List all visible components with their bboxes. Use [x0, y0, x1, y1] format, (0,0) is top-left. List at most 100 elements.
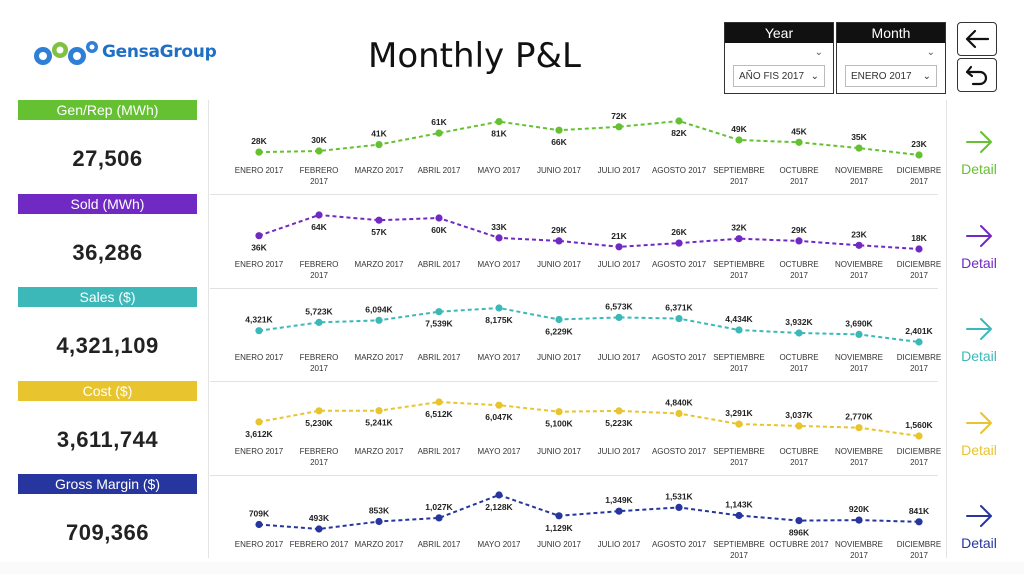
- data-point[interactable]: [315, 407, 323, 415]
- data-point[interactable]: [735, 326, 743, 334]
- data-label: 493K: [309, 513, 330, 523]
- chevron-down-icon[interactable]: ⌄: [814, 47, 823, 58]
- data-point[interactable]: [675, 409, 683, 418]
- x-tick-label: OCTUBRE 2017: [769, 540, 829, 549]
- detail-label: Detail: [961, 255, 997, 271]
- data-point[interactable]: [435, 398, 443, 406]
- data-point[interactable]: [915, 245, 923, 253]
- data-point[interactable]: [495, 304, 503, 312]
- reset-button[interactable]: [957, 58, 997, 92]
- chevron-down-icon[interactable]: ⌄: [922, 71, 931, 82]
- data-point[interactable]: [855, 330, 863, 338]
- data-point[interactable]: [915, 518, 923, 526]
- data-point[interactable]: [255, 148, 263, 156]
- data-point[interactable]: [795, 237, 803, 245]
- year-filter[interactable]: Year ⌄ AÑO FIS 2017 ⌄: [724, 22, 834, 94]
- chevron-down-icon[interactable]: ⌄: [926, 47, 935, 58]
- x-tick-label: OCTUBRE: [779, 166, 818, 175]
- data-point[interactable]: [315, 318, 323, 326]
- data-label: 1,143K: [725, 500, 753, 510]
- data-point[interactable]: [735, 420, 743, 428]
- x-tick-label: JULIO 2017: [598, 353, 641, 362]
- data-point[interactable]: [315, 525, 323, 533]
- data-point[interactable]: [795, 138, 803, 146]
- data-point[interactable]: [435, 129, 443, 137]
- month-select[interactable]: ENERO 2017 ⌄: [845, 65, 937, 87]
- data-label: 7,539K: [425, 319, 453, 329]
- data-point[interactable]: [495, 118, 503, 126]
- chevron-down-icon[interactable]: ⌄: [810, 71, 819, 82]
- x-tick-label: OCTUBRE: [779, 447, 818, 456]
- data-point[interactable]: [435, 214, 443, 222]
- data-point[interactable]: [375, 316, 383, 324]
- data-point[interactable]: [555, 512, 563, 520]
- data-point[interactable]: [255, 232, 263, 240]
- data-point[interactable]: [555, 237, 563, 245]
- x-tick-label: FEBRERO: [300, 260, 339, 269]
- x-tick-label: MAYO 2017: [478, 353, 522, 362]
- month-filter[interactable]: Month ⌄ ENERO 2017 ⌄: [836, 22, 946, 94]
- data-point[interactable]: [675, 315, 683, 323]
- data-point[interactable]: [615, 123, 623, 131]
- data-point[interactable]: [615, 313, 623, 321]
- data-point[interactable]: [675, 503, 683, 511]
- data-point[interactable]: [375, 517, 383, 526]
- data-point[interactable]: [495, 401, 503, 409]
- data-point[interactable]: [675, 117, 683, 125]
- detail-button[interactable]: Detail: [952, 504, 1006, 551]
- detail-button[interactable]: Detail: [952, 411, 1006, 458]
- kpi-label: Sold (MWh): [18, 194, 197, 214]
- x-tick-label: NOVIEMBRE: [835, 260, 883, 269]
- data-point[interactable]: [255, 418, 263, 426]
- data-point[interactable]: [855, 516, 863, 524]
- data-point[interactable]: [315, 147, 323, 155]
- data-point[interactable]: [555, 408, 563, 416]
- data-point[interactable]: [495, 234, 503, 242]
- data-point[interactable]: [435, 514, 443, 522]
- data-point[interactable]: [915, 151, 923, 159]
- x-tick-label: ENERO 2017: [235, 260, 284, 269]
- data-point[interactable]: [795, 517, 803, 525]
- detail-button[interactable]: Detail: [952, 224, 1006, 271]
- undo-icon: [965, 65, 988, 86]
- x-tick-label: JULIO 2017: [598, 166, 641, 175]
- data-point[interactable]: [615, 243, 623, 251]
- data-point[interactable]: [555, 315, 563, 324]
- data-point[interactable]: [795, 422, 803, 430]
- data-label: 3,932K: [785, 317, 813, 327]
- year-filter-header: Year: [725, 23, 833, 43]
- x-tick-label: FEBRERO: [300, 353, 339, 362]
- detail-button[interactable]: Detail: [952, 317, 1006, 364]
- data-label: 3,612K: [245, 429, 273, 439]
- panel-separator: [210, 381, 938, 382]
- data-point[interactable]: [495, 491, 503, 499]
- data-point[interactable]: [555, 126, 563, 134]
- data-point[interactable]: [735, 511, 743, 520]
- data-point[interactable]: [375, 141, 383, 149]
- data-point[interactable]: [855, 144, 863, 152]
- data-point[interactable]: [615, 407, 623, 415]
- x-tick-label: OCTUBRE: [779, 260, 818, 269]
- data-label: 82K: [671, 128, 687, 138]
- data-point[interactable]: [435, 308, 443, 316]
- detail-button[interactable]: Detail: [952, 130, 1006, 177]
- year-select[interactable]: AÑO FIS 2017 ⌄: [733, 65, 825, 87]
- data-point[interactable]: [855, 424, 863, 432]
- data-point[interactable]: [255, 327, 263, 335]
- data-point[interactable]: [795, 329, 803, 337]
- data-point[interactable]: [255, 520, 263, 529]
- data-point[interactable]: [735, 136, 743, 144]
- month-filter-header: Month: [837, 23, 945, 43]
- data-label: 2,128K: [485, 502, 513, 512]
- data-point[interactable]: [675, 239, 683, 247]
- x-tick-label: ENERO 2017: [235, 166, 284, 175]
- back-button[interactable]: [957, 22, 997, 56]
- data-point[interactable]: [375, 407, 383, 415]
- data-point[interactable]: [315, 211, 323, 219]
- data-point[interactable]: [855, 241, 863, 249]
- data-point[interactable]: [915, 338, 923, 346]
- data-point[interactable]: [615, 507, 623, 515]
- data-point[interactable]: [915, 432, 923, 440]
- data-point[interactable]: [375, 216, 383, 224]
- data-point[interactable]: [735, 235, 743, 243]
